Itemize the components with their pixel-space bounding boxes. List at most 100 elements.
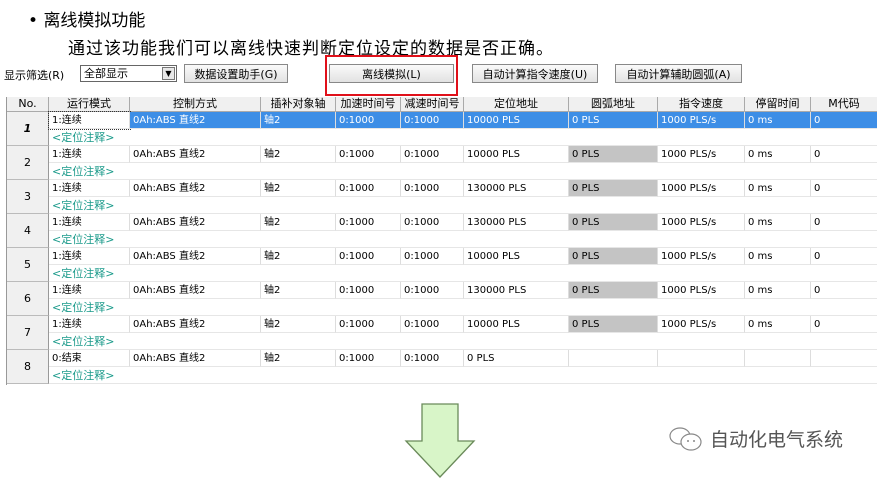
positioning-note[interactable]: <定位注释> <box>49 265 877 282</box>
table-cell[interactable]: 1:连续 <box>49 146 130 163</box>
chevron-down-icon[interactable]: ▼ <box>162 67 175 80</box>
table-cell[interactable]: 0:1000 <box>401 316 464 333</box>
table-cell[interactable]: 130000 PLS <box>464 214 569 231</box>
positioning-note[interactable]: <定位注释> <box>49 333 877 350</box>
table-cell[interactable]: 130000 PLS <box>464 180 569 197</box>
table-cell[interactable]: 0 ms <box>745 112 811 129</box>
table-cell[interactable]: 0Ah:ABS 直线2 <box>130 112 261 129</box>
table-cell[interactable]: 10000 PLS <box>464 248 569 265</box>
table-cell[interactable]: 0:1000 <box>336 316 401 333</box>
table-cell[interactable]: 0Ah:ABS 直线2 <box>130 248 261 265</box>
column-header[interactable]: 插补对象轴 <box>261 97 336 112</box>
table-cell[interactable]: 0 <box>811 248 877 265</box>
table-cell[interactable] <box>745 350 811 367</box>
table-cell[interactable]: 0:1000 <box>401 282 464 299</box>
table-cell[interactable]: 10000 PLS <box>464 316 569 333</box>
table-cell[interactable]: 1000 PLS/s <box>658 180 745 197</box>
column-header[interactable]: 运行模式 <box>49 97 130 112</box>
column-header[interactable]: 停留时间 <box>745 97 811 112</box>
table-cell[interactable]: 10000 PLS <box>464 112 569 129</box>
table-cell[interactable]: 0:结束 <box>49 350 130 367</box>
table-cell[interactable]: 0:1000 <box>336 214 401 231</box>
table-cell[interactable]: 0Ah:ABS 直线2 <box>130 180 261 197</box>
table-cell[interactable]: 0 PLS <box>569 146 658 163</box>
table-cell[interactable]: 0:1000 <box>401 350 464 367</box>
positioning-note[interactable]: <定位注释> <box>49 299 877 316</box>
table-cell[interactable]: 0 <box>811 316 877 333</box>
table-cell[interactable]: 0:1000 <box>401 180 464 197</box>
table-cell[interactable]: 0 <box>811 146 877 163</box>
table-cell[interactable]: 0 PLS <box>569 282 658 299</box>
column-header[interactable]: 指令速度 <box>658 97 745 112</box>
column-header[interactable]: 圆弧地址 <box>569 97 658 112</box>
table-cell[interactable]: 130000 PLS <box>464 282 569 299</box>
table-cell[interactable]: 0:1000 <box>336 112 401 129</box>
table-cell[interactable]: 1:连续 <box>49 214 130 231</box>
table-cell[interactable]: 0 PLS <box>569 180 658 197</box>
table-cell[interactable]: 1:连续 <box>49 248 130 265</box>
table-cell[interactable]: 0:1000 <box>336 282 401 299</box>
row-number[interactable]: 3 <box>7 180 49 214</box>
table-cell[interactable]: 0:1000 <box>336 248 401 265</box>
column-header[interactable]: 减速时间号 <box>401 97 464 112</box>
table-cell[interactable]: 0Ah:ABS 直线2 <box>130 316 261 333</box>
table-cell[interactable]: 0 PLS <box>464 350 569 367</box>
offline-simulation-button[interactable]: 离线模拟(L) <box>329 64 454 83</box>
table-cell[interactable]: 1000 PLS/s <box>658 316 745 333</box>
table-cell[interactable]: 轴2 <box>261 180 336 197</box>
row-number[interactable]: 5 <box>7 248 49 282</box>
table-cell[interactable]: 0Ah:ABS 直线2 <box>130 146 261 163</box>
column-header[interactable]: M代码 <box>811 97 877 112</box>
table-cell[interactable]: 1000 PLS/s <box>658 282 745 299</box>
row-number[interactable]: 7 <box>7 316 49 350</box>
table-cell[interactable]: 0 ms <box>745 316 811 333</box>
positioning-note[interactable]: <定位注释> <box>49 129 877 146</box>
auto-arc-button[interactable]: 自动计算辅助圆弧(A) <box>615 64 742 83</box>
row-number[interactable]: 4 <box>7 214 49 248</box>
row-number[interactable]: 1 <box>7 112 49 146</box>
table-cell[interactable]: 轴2 <box>261 282 336 299</box>
table-cell[interactable]: 0 ms <box>745 214 811 231</box>
table-cell[interactable]: 0 ms <box>745 248 811 265</box>
table-cell[interactable]: 0 ms <box>745 146 811 163</box>
table-cell[interactable]: 0 ms <box>745 180 811 197</box>
table-cell[interactable]: 轴2 <box>261 248 336 265</box>
table-cell[interactable]: 0:1000 <box>336 180 401 197</box>
table-cell[interactable]: 轴2 <box>261 350 336 367</box>
table-cell[interactable]: 1000 PLS/s <box>658 248 745 265</box>
positioning-note[interactable]: <定位注释> <box>49 231 877 248</box>
table-cell[interactable]: 0:1000 <box>401 146 464 163</box>
column-header[interactable]: 控制方式 <box>130 97 261 112</box>
auto-speed-button[interactable]: 自动计算指令速度(U) <box>472 64 598 83</box>
filter-select[interactable]: 全部显示 ▼ <box>80 65 177 82</box>
row-number[interactable]: 6 <box>7 282 49 316</box>
table-cell[interactable]: 轴2 <box>261 214 336 231</box>
column-header[interactable]: 加速时间号 <box>336 97 401 112</box>
table-cell[interactable]: 0:1000 <box>401 112 464 129</box>
table-cell[interactable]: 0 PLS <box>569 214 658 231</box>
table-cell[interactable]: 0 PLS <box>569 316 658 333</box>
table-cell[interactable]: 1:连续 <box>49 316 130 333</box>
table-cell[interactable] <box>569 350 658 367</box>
table-cell[interactable]: 0:1000 <box>336 350 401 367</box>
table-cell[interactable]: 0 PLS <box>569 112 658 129</box>
column-header[interactable]: No. <box>7 97 49 112</box>
table-cell[interactable]: 轴2 <box>261 146 336 163</box>
table-cell[interactable]: 0Ah:ABS 直线2 <box>130 350 261 367</box>
positioning-note[interactable]: <定位注释> <box>49 367 877 384</box>
table-cell[interactable]: 0Ah:ABS 直线2 <box>130 214 261 231</box>
table-cell[interactable] <box>658 350 745 367</box>
table-cell[interactable]: 0 <box>811 282 877 299</box>
positioning-note[interactable]: <定位注释> <box>49 197 877 214</box>
data-assist-button[interactable]: 数据设置助手(G) <box>184 64 288 83</box>
table-cell[interactable]: 0Ah:ABS 直线2 <box>130 282 261 299</box>
table-cell[interactable]: 0:1000 <box>401 214 464 231</box>
row-number[interactable]: 2 <box>7 146 49 180</box>
table-cell[interactable]: 1:连续 <box>49 180 130 197</box>
table-cell[interactable]: 1:连续 <box>49 282 130 299</box>
table-cell[interactable]: 轴2 <box>261 112 336 129</box>
table-cell[interactable]: 0 <box>811 214 877 231</box>
table-cell[interactable]: 0:1000 <box>336 146 401 163</box>
table-cell[interactable]: 0:1000 <box>401 248 464 265</box>
table-cell[interactable]: 0 ms <box>745 282 811 299</box>
